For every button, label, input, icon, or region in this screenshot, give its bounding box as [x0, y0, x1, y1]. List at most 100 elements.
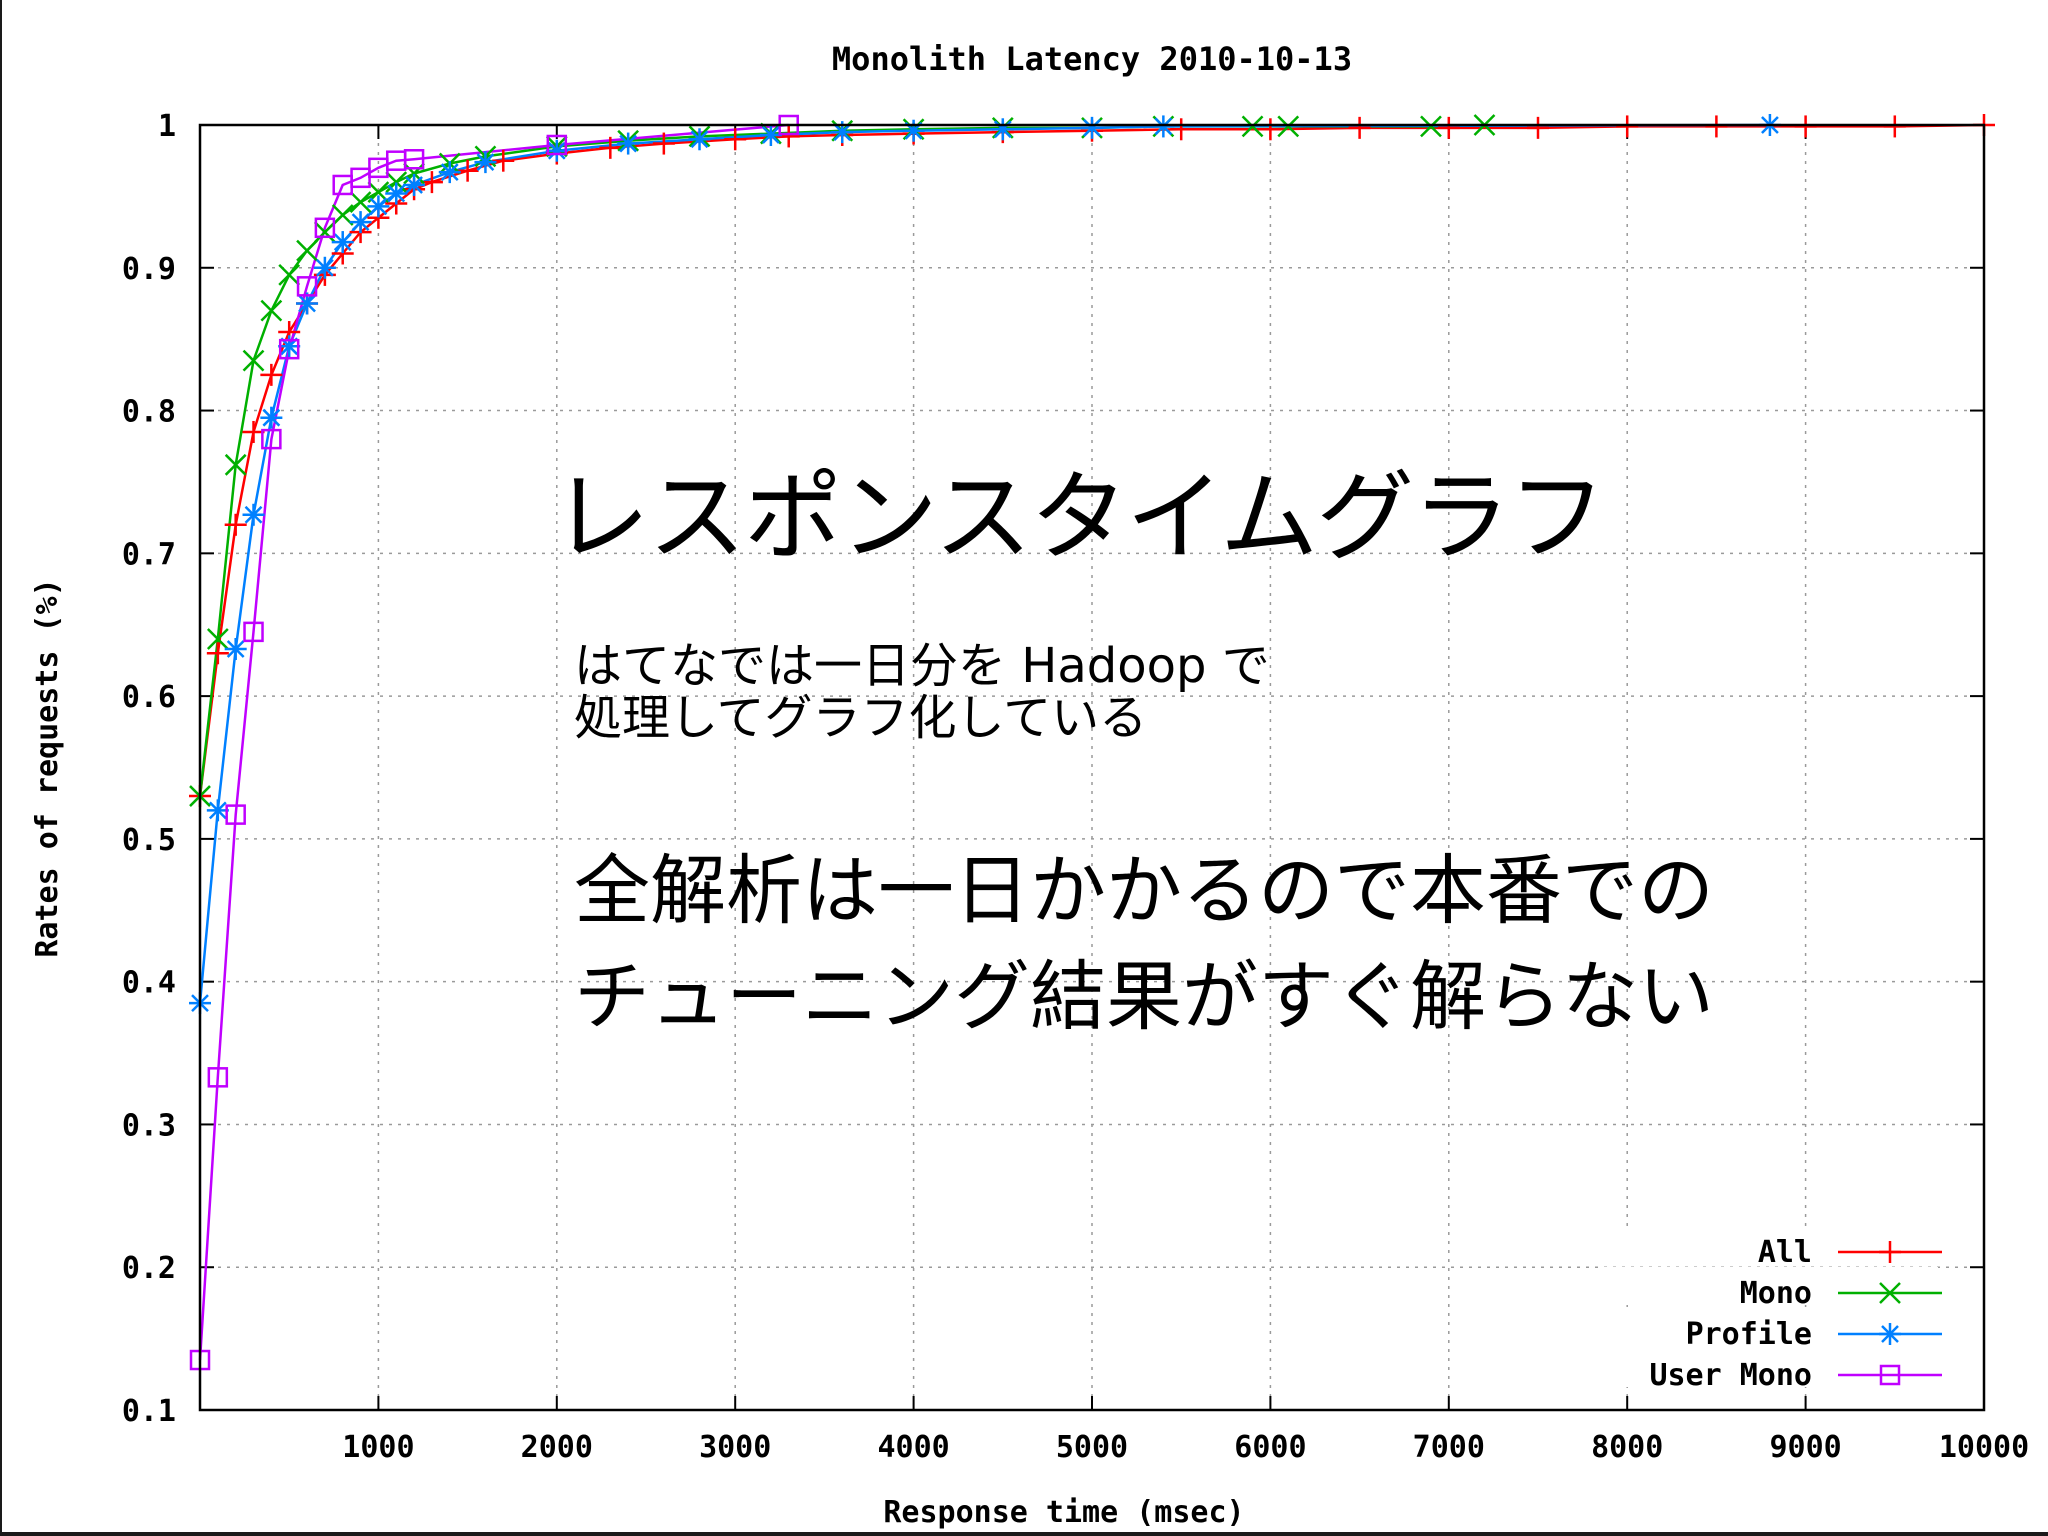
marker-stroke: [546, 134, 568, 156]
data-point-profile: [385, 182, 408, 205]
data-point-mono: [260, 299, 283, 322]
x-tick-label: 8000: [1591, 1430, 1663, 1465]
marker-stroke: [242, 349, 265, 372]
data-point-user-mono: [546, 134, 568, 156]
marker-stroke: [351, 213, 370, 231]
slide-key-point-line-2: チューニング結果がすぐ解らない: [574, 952, 1714, 1041]
marker-stroke: [313, 221, 336, 243]
marker-stroke: [403, 162, 425, 185]
data-point-mono: [1420, 115, 1442, 138]
marker-stroke: [296, 276, 318, 297]
data-point-mono: [1277, 115, 1300, 138]
y-tick-label: 0.1: [122, 1394, 176, 1429]
data-point-profile: [617, 132, 640, 155]
data-point-profile: [438, 161, 461, 184]
marker-stroke: [833, 123, 852, 142]
x-axis-label: Response time (msec): [883, 1495, 1244, 1530]
data-point-user-mono: [278, 338, 300, 360]
marker-stroke: [403, 149, 425, 170]
y-tick-labels: 0.1 0.2 0.3 0.4 0.5 0.6 0.7 0.8 0.9 1: [122, 109, 176, 1429]
x-tick-labels: 1000 2000 3000 4000 5000 6000 7000 8000 9000 1000…: [342, 1430, 2029, 1465]
data-point-profile: [278, 335, 301, 358]
legend-label: Profile: [1686, 1317, 1812, 1352]
data-point-profile: [331, 231, 354, 254]
legend-marker: [1879, 1364, 1901, 1386]
legend-entry-background: [1604, 1226, 1938, 1264]
marker-stroke: [206, 628, 229, 650]
marker-stroke: [440, 163, 459, 182]
marker-stroke: [690, 130, 709, 149]
marker-stroke: [349, 191, 372, 213]
legend-label: Mono: [1740, 1276, 1812, 1311]
slide-key-point-line-1: 全解析は一日かかるので本番での: [574, 846, 1714, 935]
marker-stroke: [1154, 117, 1173, 136]
data-point-all: [1170, 118, 1193, 141]
marker-stroke: [261, 428, 282, 450]
data-point-user-mono: [403, 149, 425, 170]
data-point-mono: [1241, 115, 1264, 138]
legend-label: All: [1758, 1235, 1812, 1270]
marker-stroke: [476, 153, 495, 172]
data-point-profile: [991, 118, 1014, 141]
data-point-profile: [474, 151, 497, 174]
data-point-all: [724, 128, 747, 151]
slide-heading: レスポンスタイムグラフ: [552, 461, 1606, 575]
data-point-profile: [688, 128, 711, 151]
series-line-user-mono: [198, 123, 789, 1361]
marker-stroke: [1881, 1325, 1899, 1343]
marker-stroke: [296, 239, 318, 262]
data-point-mono: [385, 171, 408, 193]
legend-entry-background: [1604, 1349, 1938, 1387]
data-point-all: [777, 125, 800, 148]
y-tick-label: 0.7: [122, 537, 176, 572]
marker-stroke: [387, 184, 406, 203]
marker-stroke: [547, 141, 566, 160]
y-axis-label: Rates of requests (%): [30, 578, 65, 957]
data-point-profile: [349, 211, 372, 234]
marker-stroke: [243, 621, 264, 643]
data-point-all: [652, 132, 675, 155]
y-tick-label: 0.2: [122, 1251, 176, 1286]
data-point-all: [1705, 115, 1728, 138]
marker-stroke: [225, 804, 246, 825]
data-point-all: [1616, 115, 1639, 138]
data-point-all: [420, 171, 443, 194]
slide-note: はてなでは一日分を Hadoop で 処理してグラフ化している: [574, 640, 1270, 744]
data-point-user-mono: [225, 804, 246, 825]
data-point-all: [1437, 116, 1460, 139]
marker-stroke: [208, 801, 227, 820]
slide-note-line-1: はてなでは一日分を Hadoop で: [574, 638, 1270, 694]
y-tick-label: 1: [158, 109, 176, 144]
y-tick-label: 0.5: [122, 823, 176, 858]
x-tick-label: 6000: [1234, 1430, 1306, 1465]
x-tick-label: 1000: [342, 1430, 414, 1465]
marker-stroke: [761, 126, 780, 144]
marker-stroke: [244, 505, 263, 524]
marker-stroke: [226, 640, 245, 658]
marker-stroke: [1420, 115, 1442, 138]
data-point-profile: [367, 195, 390, 218]
data-point-all: [1794, 115, 1817, 138]
y-tick-label: 0.3: [122, 1108, 176, 1143]
marker-stroke: [298, 294, 316, 313]
legend-marker: [1879, 1282, 1901, 1304]
data-point-profile: [403, 173, 426, 196]
data-point-profile: [1152, 115, 1175, 138]
marker-stroke: [278, 264, 301, 286]
y-tick-label: 0.8: [122, 395, 176, 430]
marker-stroke: [315, 258, 334, 277]
data-point-profile: [759, 123, 782, 146]
data-point-mono: [403, 162, 425, 185]
slide-note-line-2: 処理してグラフ化している: [574, 690, 1148, 746]
data-point-mono: [349, 191, 372, 213]
data-point-all: [260, 363, 283, 386]
data-point-all: [599, 136, 622, 159]
data-point-profile: [206, 799, 229, 822]
x-tick-label: 5000: [1056, 1430, 1128, 1465]
marker-stroke: [224, 453, 247, 476]
data-point-mono: [296, 239, 318, 262]
marker-stroke: [1241, 115, 1264, 138]
data-point-user-mono: [243, 621, 264, 643]
data-point-user-mono: [296, 276, 318, 297]
